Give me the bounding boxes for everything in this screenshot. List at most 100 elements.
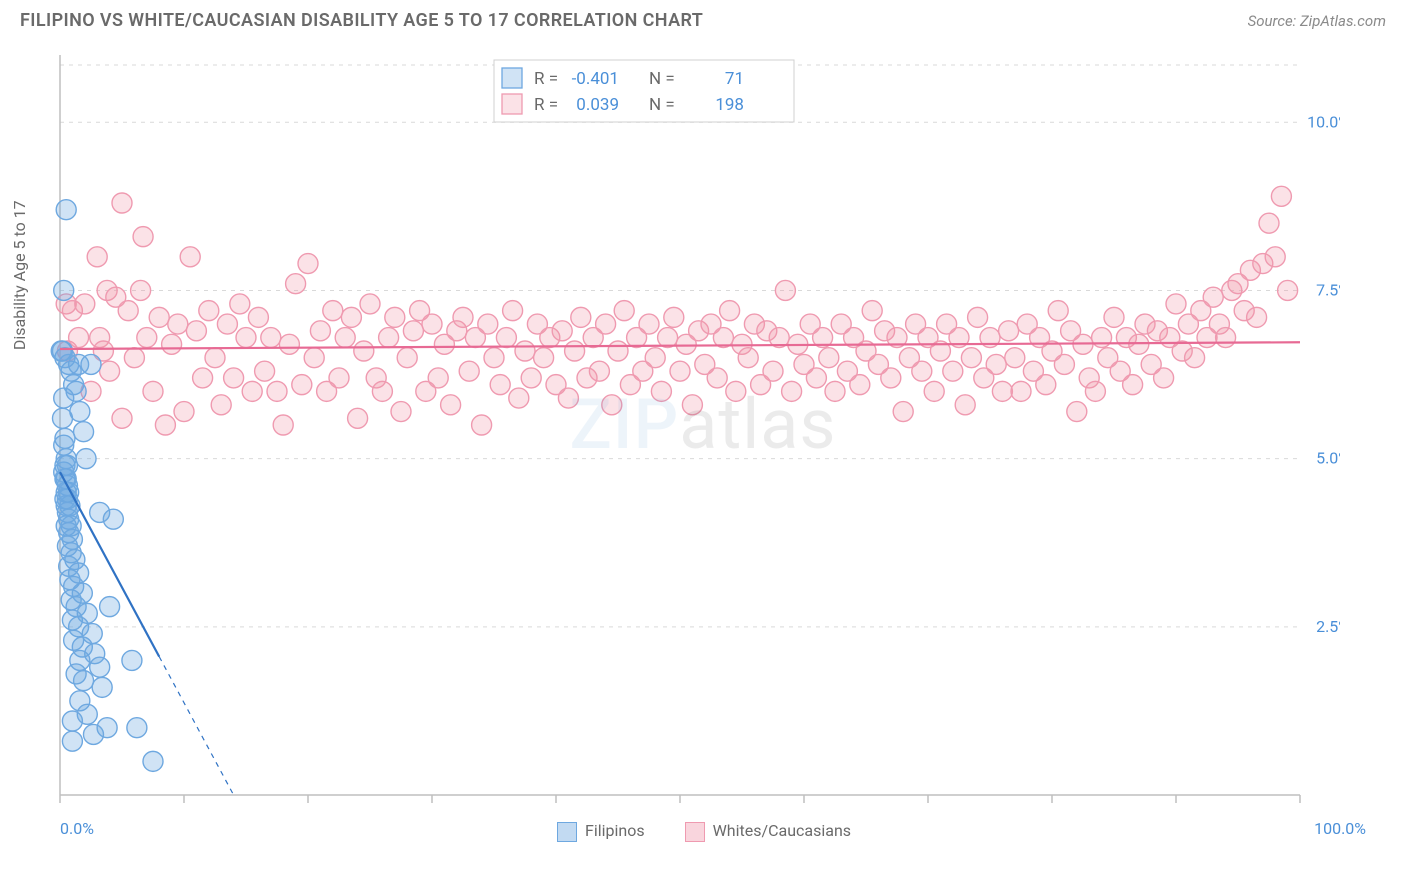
data-point xyxy=(1216,328,1236,348)
data-point xyxy=(645,348,665,368)
data-point xyxy=(806,368,826,388)
data-point xyxy=(74,422,94,442)
data-point xyxy=(323,301,343,321)
data-point xyxy=(248,307,268,327)
data-point xyxy=(484,348,504,368)
x-axis-max-label: 100.0% xyxy=(1314,819,1366,838)
svg-text:71: 71 xyxy=(725,69,744,89)
data-point xyxy=(310,321,330,341)
data-point xyxy=(565,341,585,361)
data-point xyxy=(1011,381,1031,401)
data-point xyxy=(186,321,206,341)
legend-item: Filipinos xyxy=(557,821,645,842)
data-point xyxy=(149,307,169,327)
data-point xyxy=(279,334,299,354)
data-point xyxy=(521,368,541,388)
data-point xyxy=(707,368,727,388)
data-point xyxy=(137,328,157,348)
data-point xyxy=(1247,307,1267,327)
data-point xyxy=(614,301,634,321)
data-point xyxy=(224,368,244,388)
data-point xyxy=(782,381,802,401)
data-point xyxy=(87,247,107,267)
data-point xyxy=(651,381,671,401)
data-point xyxy=(825,381,845,401)
data-point xyxy=(1104,307,1124,327)
data-point xyxy=(236,328,256,348)
data-point xyxy=(255,361,275,381)
data-point xyxy=(881,368,901,388)
scatter-chart: 2.5%5.0%7.5%10.0%R =-0.401N =71R =0.039N… xyxy=(20,35,1340,815)
data-point xyxy=(143,381,163,401)
data-point xyxy=(738,348,758,368)
data-point xyxy=(1166,294,1186,314)
data-point xyxy=(422,314,442,334)
data-point xyxy=(127,718,147,738)
legend-label: Filipinos xyxy=(585,821,645,840)
data-point xyxy=(180,247,200,267)
data-point xyxy=(199,301,219,321)
svg-text:0.039: 0.039 xyxy=(576,95,619,115)
svg-text:R =: R = xyxy=(534,69,558,89)
data-point xyxy=(267,381,287,401)
svg-text:N =: N = xyxy=(649,69,675,89)
x-axis-min-label: 0.0% xyxy=(60,819,94,838)
data-point xyxy=(893,402,913,422)
data-point xyxy=(118,301,138,321)
data-point xyxy=(100,597,120,617)
correlation-box: R =-0.401N =71R =0.039N =198 xyxy=(494,60,794,122)
data-point xyxy=(385,307,405,327)
data-point xyxy=(775,280,795,300)
svg-text:2.5%: 2.5% xyxy=(1316,617,1340,636)
data-point xyxy=(391,402,411,422)
data-point xyxy=(968,307,988,327)
data-point xyxy=(924,381,944,401)
data-point xyxy=(74,671,94,691)
data-point xyxy=(261,328,281,348)
data-point xyxy=(103,509,123,529)
data-point xyxy=(90,657,110,677)
data-point xyxy=(273,415,293,435)
data-point xyxy=(428,368,448,388)
data-point xyxy=(75,294,95,314)
data-point xyxy=(242,381,262,401)
source-label: Source: ZipAtlas.com xyxy=(1248,12,1386,30)
data-point xyxy=(670,361,690,381)
data-point xyxy=(558,388,578,408)
data-point xyxy=(589,361,609,381)
data-point xyxy=(112,193,132,213)
data-point xyxy=(943,361,963,381)
data-point xyxy=(298,254,318,274)
svg-text:10.0%: 10.0% xyxy=(1307,112,1340,131)
data-point xyxy=(168,314,188,334)
data-point xyxy=(286,274,306,294)
data-point xyxy=(100,361,120,381)
data-point xyxy=(490,375,510,395)
data-point xyxy=(1048,301,1068,321)
data-point xyxy=(726,381,746,401)
data-point xyxy=(360,294,380,314)
data-point xyxy=(1067,402,1087,422)
data-point xyxy=(112,408,132,428)
data-point xyxy=(720,301,740,321)
data-point xyxy=(608,341,628,361)
data-point xyxy=(348,408,368,428)
data-point xyxy=(329,368,349,388)
svg-text:-0.401: -0.401 xyxy=(572,69,619,89)
data-point xyxy=(56,200,76,220)
legend-label: Whites/Caucasians xyxy=(713,821,851,840)
data-point xyxy=(664,307,684,327)
data-point xyxy=(124,348,144,368)
legend-item: Whites/Caucasians xyxy=(685,821,851,842)
data-point xyxy=(155,415,175,435)
data-point xyxy=(69,328,89,348)
data-point xyxy=(217,314,237,334)
data-point xyxy=(230,294,250,314)
data-point xyxy=(850,375,870,395)
legend-swatch xyxy=(557,822,577,842)
svg-text:R =: R = xyxy=(534,95,558,115)
data-point xyxy=(354,341,374,361)
data-point xyxy=(1085,381,1105,401)
data-point xyxy=(1129,334,1149,354)
data-point xyxy=(70,402,90,422)
